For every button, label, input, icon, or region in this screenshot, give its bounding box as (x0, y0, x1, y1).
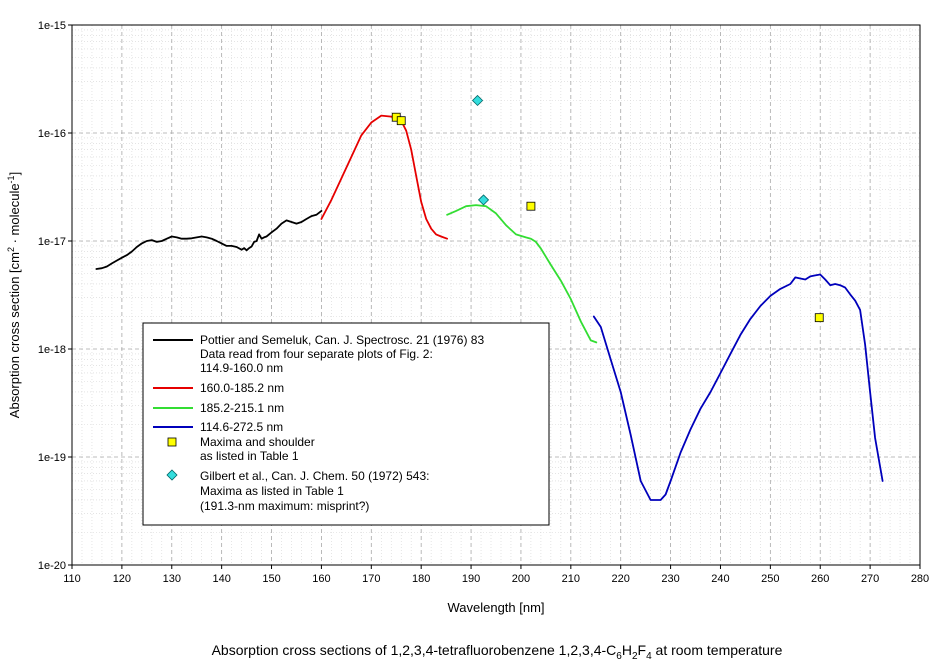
legend-label-black-1: Pottier and Semeluk, Can. J. Spectrosc. … (200, 333, 484, 347)
x-tick-label: 240 (711, 573, 729, 585)
axis-ticks: 110 120 130 140 150 160 170 180 190 200 210 220 230 2… (38, 20, 929, 585)
x-tick-label: 120 (113, 573, 131, 585)
series-line-blue (592, 273, 884, 501)
series-line-black (95, 209, 323, 270)
data-markers (391, 94, 824, 323)
series-line-green (446, 204, 598, 344)
legend-label-blue: 114.6-272.5 nm (200, 420, 283, 434)
x-tick-label: 210 (562, 573, 580, 585)
legend-box (142, 322, 550, 526)
x-tick-label: 170 (362, 573, 380, 585)
plot-frame (71, 24, 921, 566)
x-tick-label: 110 (63, 573, 81, 585)
series-lines (95, 114, 884, 501)
x-tick-label: 140 (212, 573, 230, 585)
marker-gilbert (471, 94, 484, 107)
x-tick-label: 200 (512, 573, 530, 585)
x-tick-label: 220 (612, 573, 630, 585)
legend-swatch-maxima (167, 437, 177, 447)
legend-label-gilbert-1: Gilbert et al., Can. J. Chem. 50 (1972) … (200, 469, 429, 483)
x-axis-label: Wavelength [nm] (447, 600, 544, 615)
y-tick-label: 1e-18 (38, 344, 66, 356)
y-tick-label: 1e-19 (38, 452, 66, 464)
y-tick-label: 1e-17 (38, 236, 66, 248)
legend-label-maxima-1: Maxima and shoulder (200, 435, 315, 449)
x-tick-label: 230 (661, 573, 679, 585)
y-tick-label: 1e-16 (38, 128, 66, 140)
x-tick-label: 190 (462, 573, 480, 585)
legend-label-black-2: Data read from four separate plots of Fi… (200, 347, 433, 361)
y-tick-label: 1e-20 (38, 560, 66, 572)
legend-label-red: 160.0-185.2 nm (200, 381, 284, 395)
y-tick-label: 1e-15 (38, 20, 66, 32)
legend-label-maxima-2: as listed in Table 1 (200, 449, 299, 463)
x-tick-label: 160 (312, 573, 330, 585)
x-tick-label: 280 (911, 573, 929, 585)
y-axis-label: Absorption cross section [cm2 · molecule… (6, 172, 22, 418)
x-tick-label: 150 (262, 573, 280, 585)
legend-label-black-3: 114.9-160.0 nm (200, 361, 283, 375)
marker-maxima (396, 116, 406, 126)
legend-label-green: 185.2-215.1 nm (200, 401, 284, 415)
x-tick-label: 180 (412, 573, 430, 585)
x-tick-label: 130 (163, 573, 181, 585)
chart-caption: Absorption cross sections of 1,2,3,4-tet… (212, 642, 783, 662)
marker-maxima (814, 313, 824, 323)
legend-swatch-gilbert (166, 469, 178, 481)
x-tick-label: 260 (811, 573, 829, 585)
legend: Pottier and Semeluk, Can. J. Spectrosc. … (142, 322, 550, 526)
marker-gilbert (477, 194, 490, 206)
marker-maxima (526, 201, 536, 211)
legend-label-gilbert-2: Maxima as listed in Table 1 (200, 484, 344, 498)
x-tick-label: 250 (761, 573, 779, 585)
series-line-red (320, 114, 449, 240)
legend-label-gilbert-3: (191.3-nm maximum: misprint?) (200, 499, 369, 513)
x-tick-label: 270 (861, 573, 879, 585)
